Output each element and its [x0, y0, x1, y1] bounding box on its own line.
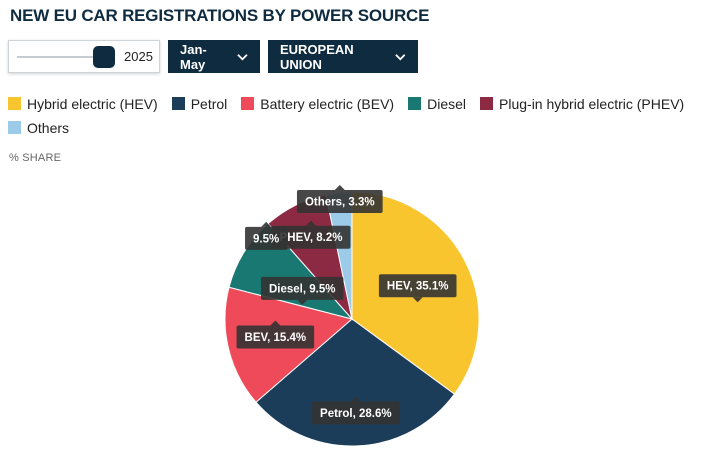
region-dropdown[interactable]: EUROPEAN UNION: [268, 40, 418, 73]
legend-swatch: [8, 121, 21, 134]
legend-label: Plug-in hybrid electric (PHEV): [499, 95, 685, 112]
period-value: Jan-May: [180, 41, 207, 72]
legend-item-phev[interactable]: Plug-in hybrid electric (PHEV): [480, 95, 684, 112]
legend-label: Others: [27, 119, 70, 136]
year-slider[interactable]: 2025: [8, 40, 160, 73]
slider-track[interactable]: [17, 56, 102, 58]
svg-text:BEV, 15.4%: BEV, 15.4%: [245, 332, 307, 344]
year-value: 2025: [124, 49, 153, 64]
slice-label-3: Diesel, 9.5%: [260, 276, 344, 305]
legend-label: Hybrid electric (HEV): [27, 95, 158, 112]
slice-label-5: Others, 3.3%: [296, 185, 383, 214]
legend-swatch: [8, 97, 21, 110]
legend-swatch: [480, 97, 494, 110]
unit-label: % SHARE: [9, 152, 62, 164]
region-value: EUROPEAN UNION: [280, 41, 354, 72]
legend: Hybrid electric (HEV) Petrol Battery ele…: [8, 95, 688, 136]
slice-label-2: BEV, 15.4%: [236, 320, 315, 349]
slice-label-1: Petrol, 28.6%: [312, 396, 400, 425]
legend-swatch: [408, 97, 422, 110]
chart-title: NEW EU CAR REGISTRATIONS BY POWER SOURCE: [10, 6, 430, 25]
slice-label-0: HEV, 35.1%: [378, 274, 457, 303]
slice-label-4: PHEV, 8.2%: [271, 220, 351, 249]
chevron-down-icon: [237, 53, 248, 61]
chevron-down-icon: [395, 53, 406, 60]
legend-item-diesel[interactable]: Diesel: [408, 95, 466, 112]
overlay-label: 9.5%: [245, 221, 288, 250]
svg-text:9.5%: 9.5%: [253, 233, 279, 245]
legend-item-petrol[interactable]: Petrol: [171, 95, 228, 112]
svg-text:Diesel, 9.5%: Diesel, 9.5%: [269, 283, 335, 295]
legend-item-bev[interactable]: Battery electric (BEV): [241, 95, 394, 112]
svg-text:PHEV, 8.2%: PHEV, 8.2%: [280, 232, 343, 244]
legend-label: Petrol: [190, 95, 228, 112]
svg-text:Others, 3.3%: Others, 3.3%: [305, 197, 375, 209]
legend-item-others[interactable]: Others: [8, 119, 69, 136]
legend-label: Battery electric (BEV): [260, 95, 395, 112]
legend-item-hev[interactable]: Hybrid electric (HEV): [8, 95, 158, 112]
legend-swatch: [241, 97, 255, 110]
period-dropdown[interactable]: Jan-May: [168, 40, 260, 73]
filter-controls: 2025 Jan-May EUROPEAN UNION: [8, 40, 418, 73]
svg-text:HEV, 35.1%: HEV, 35.1%: [387, 281, 449, 293]
slider-handle[interactable]: [93, 46, 115, 68]
svg-text:Petrol, 28.6%: Petrol, 28.6%: [320, 408, 392, 420]
legend-label: Diesel: [427, 95, 467, 112]
legend-swatch: [171, 97, 185, 110]
pie-slice-1[interactable]: [255, 318, 456, 447]
